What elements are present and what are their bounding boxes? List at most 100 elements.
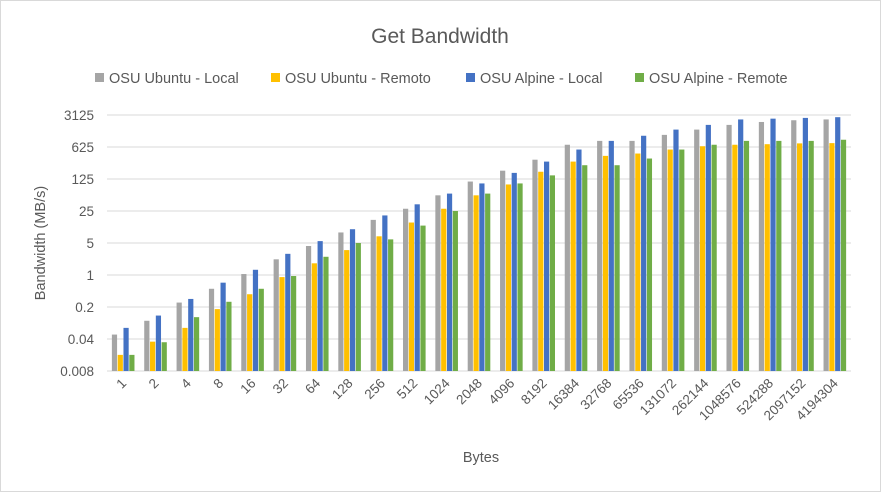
bar-osu-ubuntu-remoto-2 [150, 341, 156, 371]
y-tick-label: 5 [86, 236, 94, 251]
bar-osu-ubuntu-local-32 [273, 259, 279, 371]
x-tick-label: 256 [362, 376, 389, 403]
bar-osu-ubuntu-local-256 [370, 219, 376, 371]
bar-osu-ubuntu-remoto-1048576 [732, 144, 738, 371]
bar-osu-alpine-remote-128 [355, 243, 361, 371]
bar-osu-alpine-local-8 [220, 282, 226, 371]
y-tick-label: 0.2 [75, 300, 94, 315]
legend-label: OSU Ubuntu - Local [109, 71, 239, 87]
bar-osu-alpine-local-16 [252, 269, 259, 371]
bar-osu-ubuntu-remoto-262144 [699, 146, 706, 371]
x-tick-label: 8 [210, 376, 226, 392]
x-tick-label: 32768 [577, 376, 614, 413]
bar-osu-alpine-remote-2097152 [808, 140, 814, 371]
bar-osu-ubuntu-remoto-2048 [473, 195, 479, 371]
y-axis-ticks: 0.008 0.04 0.2 1 5 25 125 625 3125 [60, 108, 94, 379]
bar-osu-alpine-local-65536 [641, 135, 647, 371]
bar-osu-ubuntu-remoto-8 [214, 309, 220, 371]
bar-osu-ubuntu-local-524288 [758, 121, 765, 371]
bar-osu-alpine-remote-2 [161, 342, 167, 371]
bar-osu-alpine-local-4194304 [835, 117, 841, 372]
bar-osu-alpine-remote-512 [420, 225, 426, 371]
bar-osu-ubuntu-remoto-32 [279, 277, 285, 371]
bar-osu-alpine-remote-1048576 [743, 140, 750, 371]
x-tick-label: 4096 [486, 376, 518, 408]
bar-osu-alpine-remote-131072 [679, 149, 685, 371]
bar-osu-ubuntu-remoto-512 [408, 222, 415, 371]
y-tick-label: 25 [79, 204, 94, 219]
bar-osu-ubuntu-local-128 [338, 232, 344, 371]
bar-osu-ubuntu-local-1048576 [726, 124, 732, 371]
bar-osu-alpine-local-2048 [479, 183, 485, 371]
x-axis-label: Bytes [463, 450, 499, 466]
x-tick-label: 32 [270, 376, 291, 397]
bar-osu-alpine-local-32768 [608, 140, 614, 371]
bar-osu-ubuntu-remoto-8192 [538, 171, 544, 371]
legend-swatch [466, 73, 475, 82]
x-tick-label: 512 [394, 376, 421, 403]
bar-osu-ubuntu-remoto-524288 [764, 144, 770, 371]
bar-osu-ubuntu-local-65536 [629, 140, 635, 371]
bar-osu-ubuntu-remoto-16 [247, 294, 253, 371]
bar-osu-ubuntu-local-64 [305, 245, 312, 371]
bar-osu-ubuntu-local-4096 [500, 170, 506, 371]
bar-osu-alpine-remote-65536 [646, 158, 653, 371]
x-tick-label: 4 [178, 375, 194, 391]
bar-osu-ubuntu-local-1024 [435, 195, 441, 371]
bar-osu-alpine-local-128 [349, 229, 356, 371]
bar-osu-ubuntu-local-16384 [564, 144, 570, 371]
bar-osu-alpine-local-4 [188, 298, 194, 371]
bar-osu-ubuntu-local-8192 [532, 159, 538, 371]
bar-osu-ubuntu-remoto-1024 [441, 208, 447, 371]
bar-osu-ubuntu-remoto-32768 [602, 155, 609, 371]
y-tick-label: 0.04 [68, 332, 95, 347]
bar-osu-alpine-local-16384 [576, 149, 582, 371]
bar-osu-alpine-remote-1 [129, 354, 135, 371]
bar-osu-alpine-local-64 [317, 241, 323, 371]
bar-osu-ubuntu-local-16 [241, 274, 247, 371]
bar-osu-alpine-remote-32768 [614, 165, 620, 371]
bar-osu-ubuntu-local-4 [176, 302, 182, 371]
bar-osu-alpine-local-1 [123, 327, 129, 371]
y-tick-label: 125 [71, 172, 94, 187]
bar-osu-alpine-local-2 [155, 315, 162, 371]
bar-osu-ubuntu-remoto-65536 [635, 153, 641, 371]
bar-osu-alpine-remote-16 [258, 288, 264, 371]
bar-osu-alpine-local-262144 [705, 124, 711, 371]
bar-osu-ubuntu-remoto-131072 [667, 149, 673, 371]
x-tick-label: 16 [237, 376, 258, 397]
bar-osu-alpine-local-512 [414, 204, 420, 371]
x-tick-label: 1024 [421, 375, 453, 407]
y-tick-label: 1 [86, 268, 94, 283]
bar-osu-ubuntu-local-2048 [467, 181, 473, 371]
x-tick-label: 16384 [545, 375, 582, 412]
bar-osu-alpine-local-4096 [511, 172, 517, 371]
legend-label: OSU Alpine - Remote [649, 71, 788, 87]
bar-osu-ubuntu-remoto-2097152 [796, 143, 803, 371]
bar-osu-alpine-remote-256 [388, 239, 394, 371]
bar-osu-ubuntu-local-512 [403, 208, 409, 371]
bar-osu-alpine-remote-8 [226, 301, 232, 371]
bar-osu-alpine-remote-32 [291, 276, 297, 371]
bar-osu-alpine-local-131072 [673, 129, 679, 371]
bar-osu-ubuntu-remoto-256 [376, 236, 382, 371]
bar-osu-ubuntu-remoto-4194304 [829, 143, 835, 371]
bar-osu-alpine-remote-64 [323, 256, 329, 371]
legend-label: OSU Alpine - Local [480, 71, 603, 87]
bar-osu-ubuntu-remoto-64 [311, 263, 317, 371]
bar-osu-alpine-remote-1024 [452, 211, 458, 371]
bar-osu-alpine-remote-16384 [582, 165, 588, 371]
bar-osu-alpine-local-256 [382, 215, 388, 371]
bar-osu-alpine-local-8192 [543, 161, 550, 371]
legend-swatch [95, 73, 104, 82]
x-tick-label: 2 [146, 376, 162, 392]
bar-osu-ubuntu-remoto-1 [117, 354, 123, 371]
bar-osu-alpine-remote-262144 [711, 144, 717, 371]
bar-osu-alpine-remote-2048 [485, 193, 491, 371]
y-tick-label: 625 [71, 140, 94, 155]
bar-osu-alpine-remote-4194304 [840, 139, 847, 371]
bar-osu-alpine-local-1024 [446, 193, 453, 371]
bar-osu-ubuntu-local-262144 [694, 129, 700, 371]
